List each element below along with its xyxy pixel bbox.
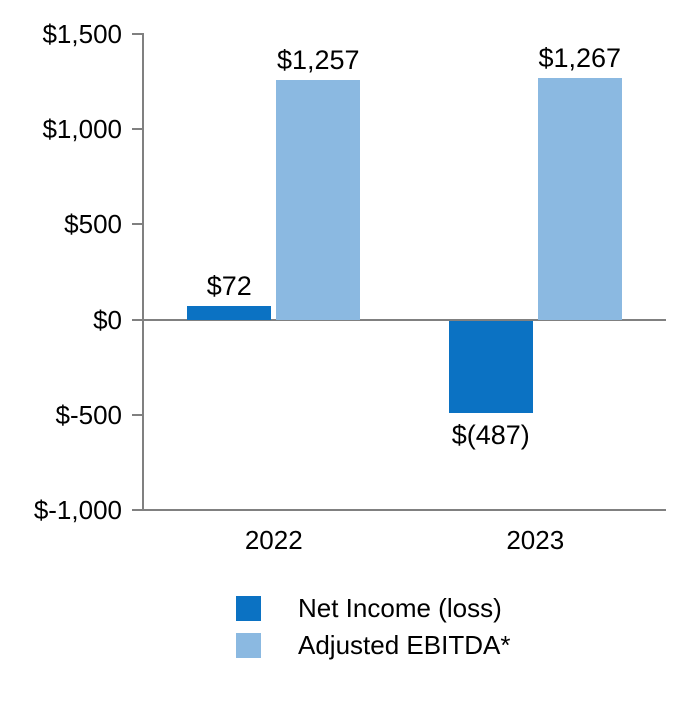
bar-value-label: $1,257 (276, 45, 360, 76)
x-axis-label: 2022 (244, 525, 303, 555)
legend-swatch (236, 595, 261, 621)
x-axis-line (143, 509, 666, 511)
y-axis-line (142, 33, 144, 511)
y-tick-mark (132, 128, 142, 131)
x-axis-label: 2023 (506, 525, 565, 555)
y-tick-mark (132, 413, 142, 416)
y-tick-label: $500 (64, 209, 122, 240)
bar-2022-series0 (187, 305, 272, 320)
y-tick-mark (132, 223, 142, 226)
legend-item: Adjusted EBITDA* (236, 632, 510, 658)
y-tick-label: $0 (93, 304, 122, 335)
y-tick-mark (132, 318, 142, 321)
legend-item: Net Income (loss) (236, 595, 510, 621)
legend-label: Net Income (loss) (298, 593, 502, 623)
y-tick-mark (132, 33, 142, 35)
legend: Net Income (loss) Adjusted EBITDA* (236, 595, 510, 669)
bar-value-label: $(487) (451, 420, 530, 451)
y-tick-mark (132, 509, 142, 511)
legend-label: Adjusted EBITDA* (298, 630, 511, 660)
bar-2022-series1 (276, 80, 361, 320)
legend-swatch (236, 632, 261, 658)
y-tick-label: $1,000 (42, 114, 122, 145)
bar-2023-series1 (537, 78, 622, 320)
bar-2023-series0 (448, 320, 533, 414)
y-tick-label: $-500 (55, 399, 123, 430)
y-tick-label: $-1,000 (33, 495, 122, 525)
bar-value-label: $72 (206, 270, 252, 301)
y-tick-label: $1,500 (42, 19, 122, 49)
zero-gridline (143, 318, 666, 321)
bar-value-label: $1,267 (538, 43, 622, 74)
